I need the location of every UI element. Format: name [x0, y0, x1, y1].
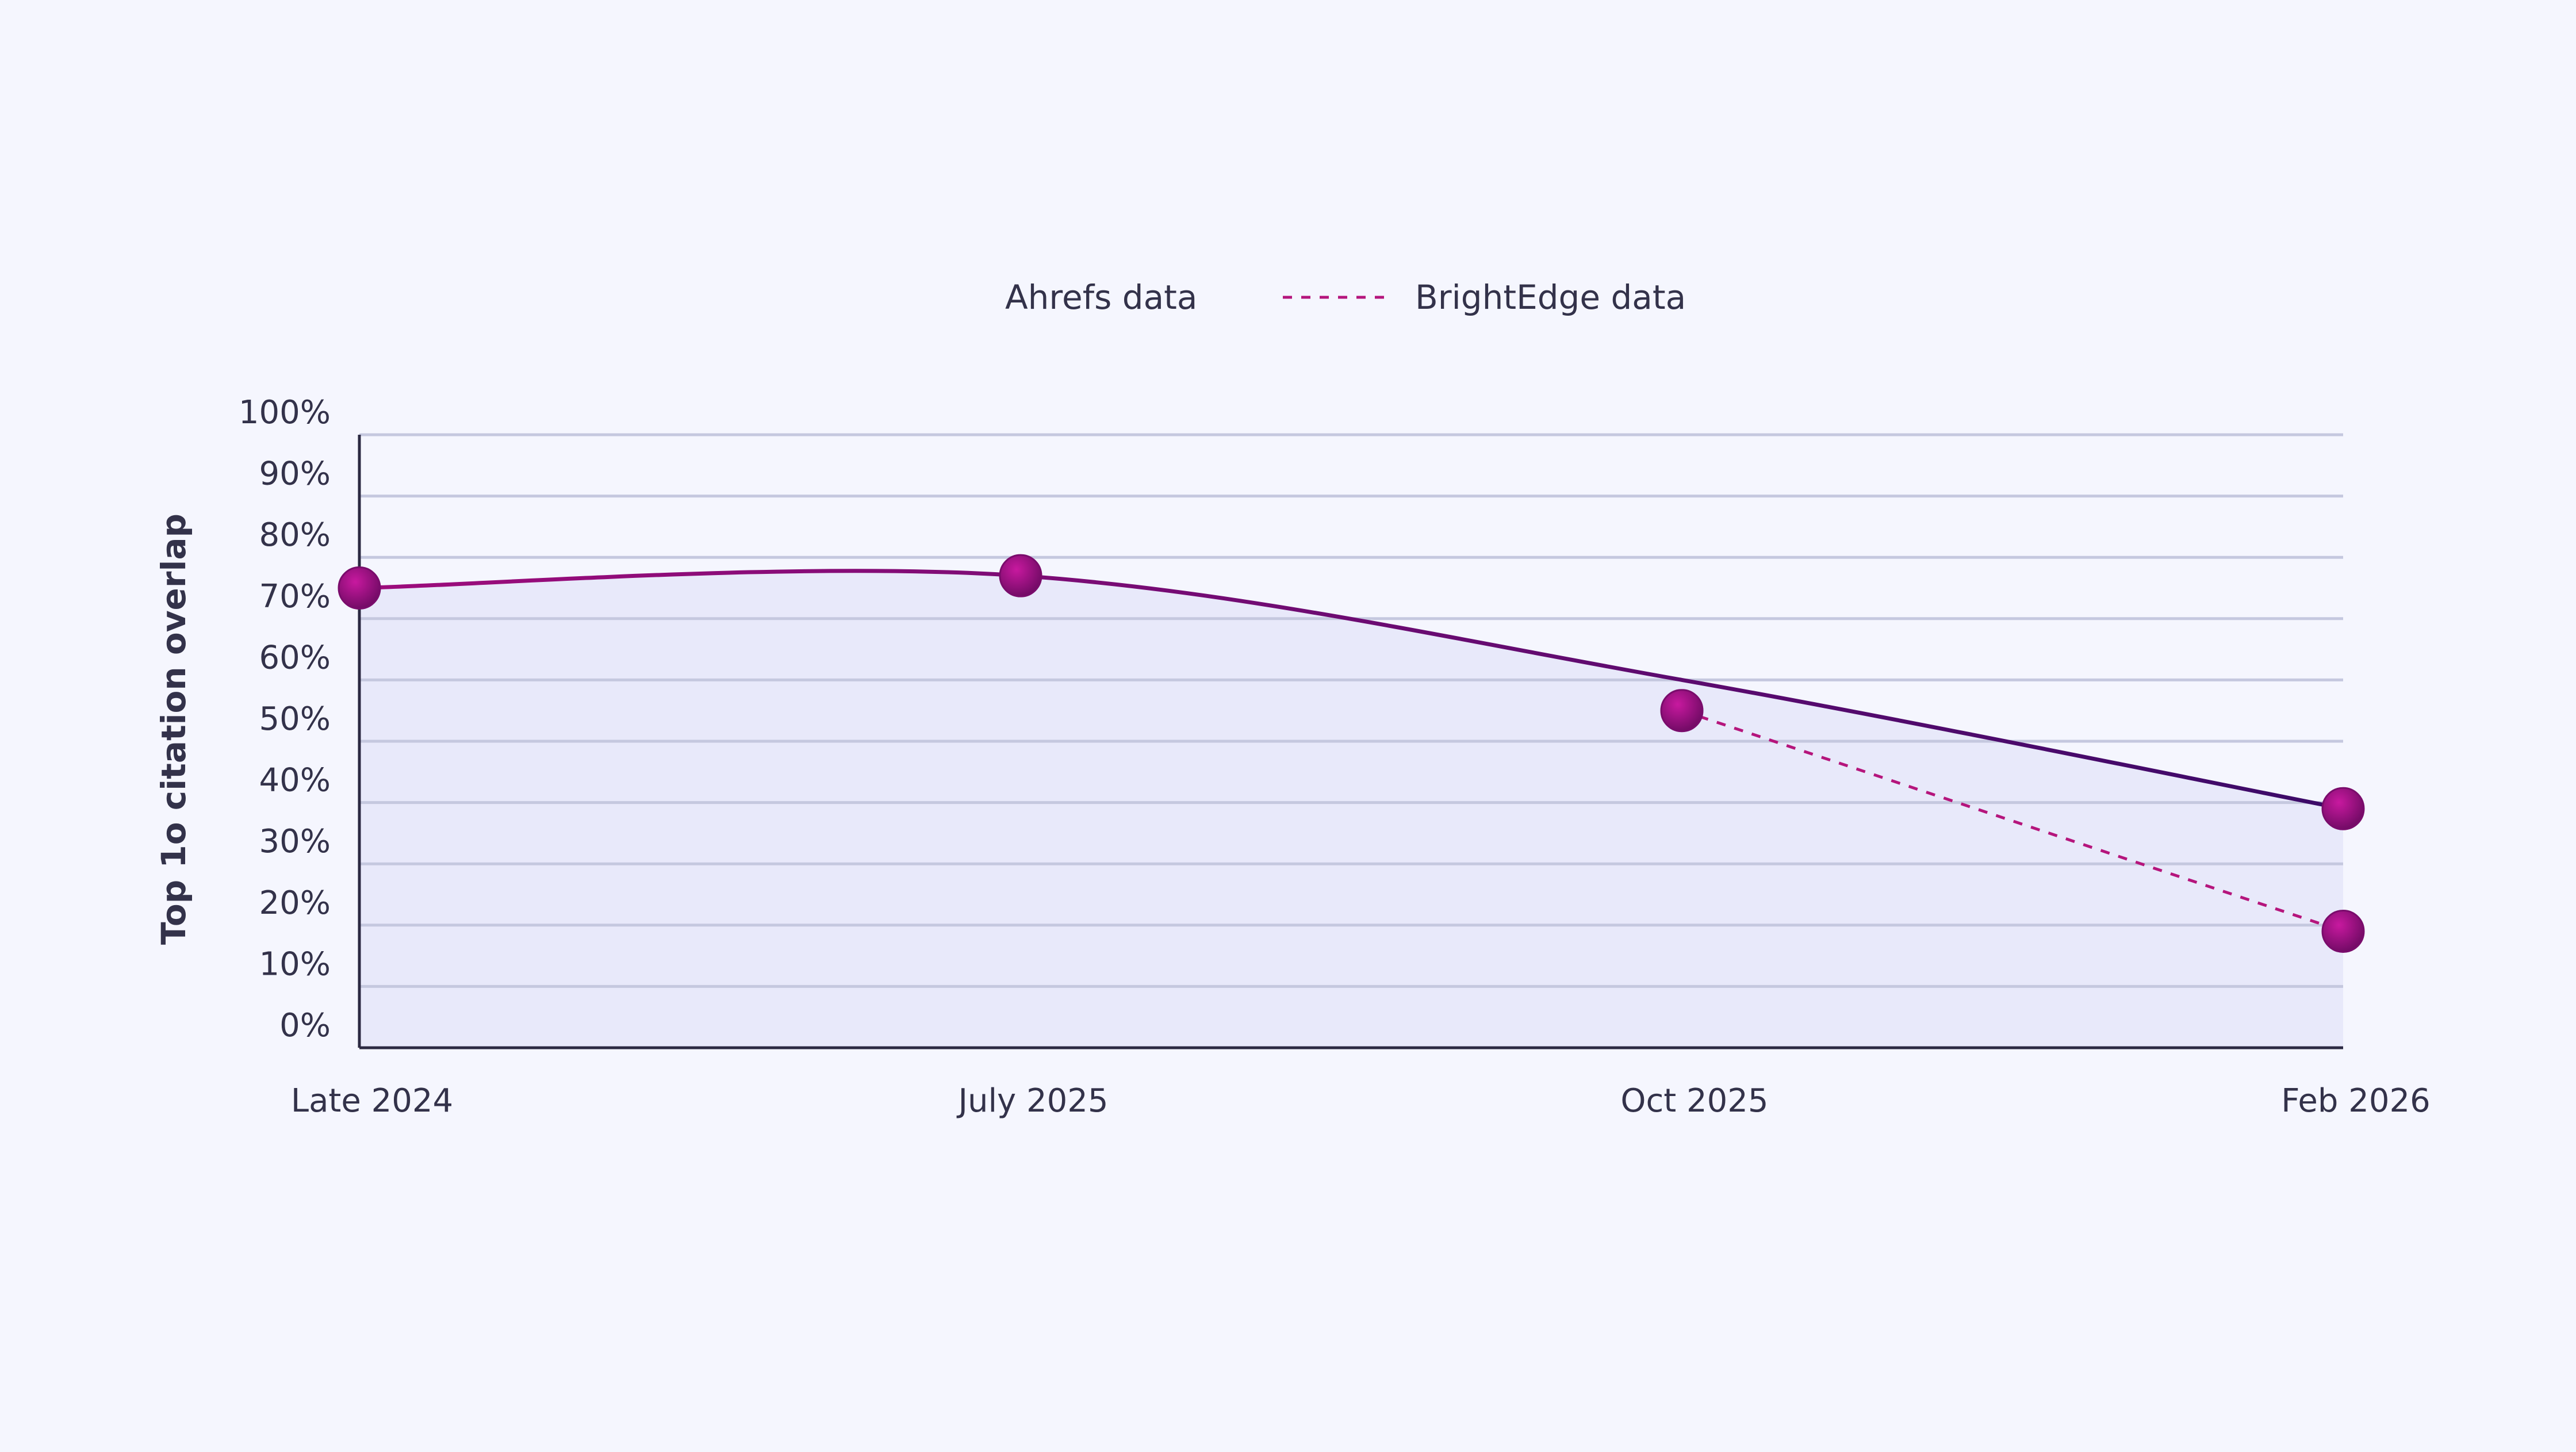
y-tick-label: 60% — [259, 639, 331, 676]
y-tick-label: 70% — [259, 578, 331, 615]
y-tick-label: 20% — [259, 884, 331, 922]
plot-area — [359, 570, 2343, 1048]
legend: Ahrefs data BrightEdge data — [875, 278, 1686, 317]
ahrefs-data-point — [338, 566, 381, 610]
brightedge-data-point — [1660, 689, 1704, 733]
ahrefs-data-point — [999, 554, 1042, 597]
x-tick-label: Late 2024 — [291, 1082, 453, 1120]
area-fill — [359, 570, 2343, 1048]
ahrefs-series-line — [359, 569, 2344, 811]
legend-item: Ahrefs data — [875, 278, 1197, 317]
x-tick-label: Oct 2025 — [1620, 1082, 1768, 1120]
axes — [358, 435, 2343, 1049]
brightedge-data-point — [2321, 909, 2365, 953]
series-lines — [359, 569, 2344, 933]
y-tick-label: 90% — [259, 455, 331, 493]
data-points — [338, 554, 2365, 953]
y-tick-label: 0% — [279, 1007, 331, 1044]
y-tick-label: 40% — [259, 762, 331, 799]
tick-labels: 0% 10% 20% 30% 40% 50% 60% 70% 80% 90% 100% Late 20… — [239, 394, 2431, 1120]
y-tick-label: 80% — [259, 516, 331, 554]
y-axis-label: Top 1o citation overlap — [154, 514, 193, 945]
x-tick-label: Feb 2026 — [2281, 1082, 2430, 1120]
x-tick-label: July 2025 — [956, 1082, 1108, 1120]
y-tick-label: 30% — [259, 823, 331, 860]
ahrefs-data-point — [2321, 787, 2365, 830]
legend-item: BrightEdge data — [1283, 278, 1686, 317]
y-tick-label: 50% — [259, 700, 331, 738]
y-tick-label: 100% — [239, 394, 331, 431]
legend-label: BrightEdge data — [1415, 278, 1686, 317]
brightedge-series-line — [1681, 709, 2344, 933]
legend-label: Ahrefs data — [1005, 278, 1197, 317]
y-tick-label: 10% — [259, 945, 331, 983]
